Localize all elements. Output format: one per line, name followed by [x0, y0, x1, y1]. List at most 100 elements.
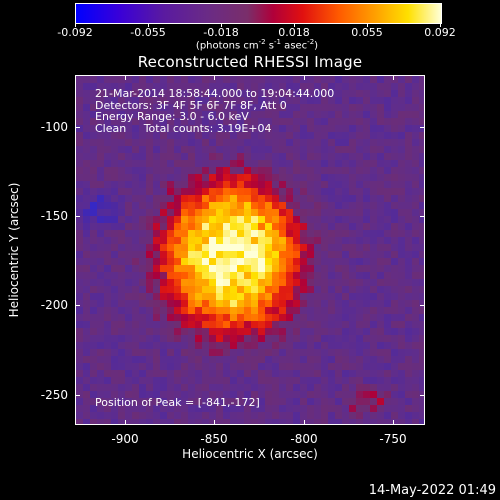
heatmap-cell — [146, 146, 154, 154]
x-tick-label: -750 — [379, 432, 407, 446]
heatmap-cell — [90, 272, 98, 280]
heatmap-cell — [412, 167, 420, 175]
heatmap-cell — [104, 412, 112, 420]
heatmap-cell — [272, 244, 280, 252]
heatmap-cell — [391, 111, 399, 119]
heatmap-cell — [328, 328, 336, 336]
heatmap-cell — [251, 244, 259, 252]
heatmap-cell — [125, 90, 133, 98]
heatmap-cell — [307, 391, 315, 399]
heatmap-cell — [174, 377, 182, 385]
heatmap-cell — [244, 174, 252, 182]
heatmap-cell — [363, 153, 371, 161]
heatmap-cell — [160, 363, 168, 371]
heatmap-cell — [272, 286, 280, 294]
heatmap-cell — [223, 104, 231, 112]
heatmap-cell — [174, 398, 182, 406]
heatmap-cell — [258, 258, 266, 266]
heatmap-cell — [391, 174, 399, 182]
heatmap-cell — [146, 398, 154, 406]
heatmap-cell — [300, 405, 308, 413]
heatmap-cell — [146, 384, 154, 392]
heatmap-cell — [398, 167, 406, 175]
heatmap-cell — [104, 76, 112, 84]
heatmap-cell — [160, 342, 168, 350]
heatmap-cell — [125, 377, 133, 385]
heatmap-cell — [153, 153, 161, 161]
heatmap-cell — [230, 419, 238, 424]
heatmap-cell — [83, 349, 91, 357]
heatmap-cell — [132, 125, 140, 133]
heatmap-cell — [349, 356, 357, 364]
heatmap-cell — [76, 342, 84, 350]
heatmap-cell — [419, 174, 424, 182]
heatmap-cell — [377, 377, 385, 385]
heatmap-cell — [202, 174, 210, 182]
heatmap-cell — [307, 321, 315, 329]
heatmap-cell — [90, 363, 98, 371]
heatmap-cell — [314, 132, 322, 140]
heatmap-cell — [118, 202, 126, 210]
heatmap-cell — [90, 286, 98, 294]
heatmap-cell — [83, 342, 91, 350]
heatmap-cell — [300, 230, 308, 238]
heatmap-cell — [335, 412, 343, 420]
heatmap-cell — [342, 328, 350, 336]
heatmap-cell — [307, 356, 315, 364]
heatmap-cell — [90, 349, 98, 357]
heatmap-cell — [398, 384, 406, 392]
heatmap-cell — [216, 265, 224, 273]
heatmap-cell — [216, 167, 224, 175]
heatmap-cell — [279, 160, 287, 168]
heatmap-cell — [363, 195, 371, 203]
colorbar-tick-label: 0.092 — [424, 26, 456, 39]
heatmap-cell — [258, 118, 266, 126]
heatmap-cell — [286, 307, 294, 315]
heatmap-cell — [202, 97, 210, 105]
heatmap-cell — [195, 335, 203, 343]
heatmap-cell — [405, 412, 413, 420]
heatmap-cell — [90, 412, 98, 420]
heatmap-cell — [335, 146, 343, 154]
heatmap-cell — [174, 97, 182, 105]
colorbar — [75, 3, 442, 24]
heatmap-cell — [356, 139, 364, 147]
heatmap-cell — [90, 335, 98, 343]
heatmap-cell — [90, 111, 98, 119]
heatmap-cell — [251, 216, 259, 224]
heatmap-cell — [342, 307, 350, 315]
heatmap-cell — [195, 97, 203, 105]
heatmap-cell — [104, 223, 112, 231]
heatmap-cell — [139, 167, 147, 175]
heatmap-cell — [328, 370, 336, 378]
heatmap-cell — [419, 181, 424, 189]
heatmap-cell — [356, 160, 364, 168]
heatmap-cell — [251, 118, 259, 126]
heatmap-cell — [356, 356, 364, 364]
heatmap-cell — [272, 419, 280, 424]
heatmap-cell — [398, 230, 406, 238]
heatmap-cell — [412, 321, 420, 329]
heatmap-cell — [174, 209, 182, 217]
heatmap-cell — [419, 90, 424, 98]
heatmap-cell — [398, 321, 406, 329]
heatmap-cell — [104, 132, 112, 140]
heatmap-cell — [104, 363, 112, 371]
heatmap-cell — [405, 83, 413, 91]
heatmap-cell — [286, 153, 294, 161]
heatmap-cell — [377, 265, 385, 273]
heatmap-cell — [195, 405, 203, 413]
heatmap-cell — [307, 181, 315, 189]
heatmap-cell — [293, 398, 301, 406]
heatmap-cell — [167, 314, 175, 322]
heatmap-cell — [314, 279, 322, 287]
heatmap-cell — [97, 125, 105, 133]
heatmap-cell — [76, 188, 84, 196]
heatmap-cell — [412, 342, 420, 350]
x-tick-label: -800 — [290, 432, 318, 446]
heatmap-cell — [90, 321, 98, 329]
heatmap-cell — [146, 90, 154, 98]
heatmap-cell — [335, 83, 343, 91]
heatmap-cell — [370, 118, 378, 126]
heatmap-cell — [363, 202, 371, 210]
